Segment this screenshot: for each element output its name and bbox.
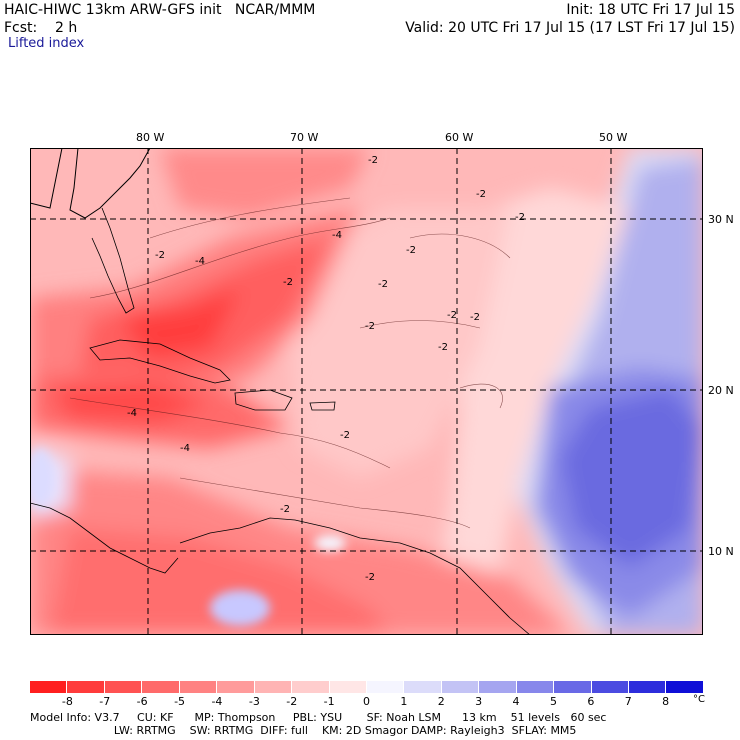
contour-label: -2 (365, 572, 375, 583)
contour-label: -2 (470, 312, 480, 323)
color-legend (30, 681, 703, 693)
contour-label: -2 (476, 189, 486, 200)
contour-label: -2 (368, 155, 378, 166)
init-time: Init: 18 UTC Fri 17 Jul 15 (566, 2, 735, 18)
contour-label: -4 (180, 443, 190, 454)
contour-label: -2 (340, 430, 350, 441)
lat-label-20n: 20 N (708, 384, 734, 397)
legend-swatch (254, 681, 293, 693)
legend-tick-label: 3 (475, 695, 483, 708)
legend-swatch (666, 681, 703, 693)
model-info-line1: Model Info: V3.7 CU: KF MP: Thompson PBL… (30, 711, 607, 724)
legend-swatch (629, 681, 667, 693)
legend-tick-label: -6 (136, 695, 148, 708)
legend-swatch (179, 681, 218, 693)
legend-tick-label: 4 (512, 695, 520, 708)
legend-swatch (516, 681, 555, 693)
legend-swatch (554, 681, 592, 693)
legend-tick-label: 6 (587, 695, 595, 708)
legend-tick-label: 0 (363, 695, 370, 708)
contour-label: -4 (332, 230, 342, 241)
legend-tick-label: 1 (400, 695, 408, 708)
legend-swatch (329, 681, 367, 693)
contour-label: -2 (365, 321, 375, 332)
legend-tick-label: -5 (174, 695, 186, 708)
legend-swatch (142, 681, 180, 693)
legend-swatch (30, 681, 68, 693)
legend-swatch (104, 681, 143, 693)
contour-label: -2 (378, 279, 388, 290)
legend-tick-label: -3 (248, 695, 260, 708)
lon-label-60w: 60 W (445, 131, 474, 144)
plot-title: HAIC-HIWC 13km ARW-GFS init NCAR/MMM (4, 2, 316, 18)
legend-tick-label: -4 (211, 695, 223, 708)
legend-tick-label: -1 (323, 695, 335, 708)
legend-tick-label: 7 (624, 695, 632, 708)
legend-unit: °C (693, 694, 705, 705)
legend-swatch (366, 681, 405, 693)
field-name: Lifted index (8, 36, 85, 51)
valid-time: Valid: 20 UTC Fri 17 Jul 15 (17 LST Fri … (405, 20, 735, 36)
forecast-hour: Fcst: 2 h (4, 20, 78, 36)
legend-swatch (404, 681, 442, 693)
lat-label-30n: 30 N (708, 213, 734, 226)
lon-label-70w: 70 W (290, 131, 319, 144)
legend-tick-label: 5 (549, 695, 557, 708)
lon-label-80w: 80 W (136, 131, 165, 144)
legend-tick-label: 8 (662, 695, 670, 708)
legend-tick-label: -8 (61, 695, 73, 708)
legend-swatch (217, 681, 255, 693)
legend-swatch (67, 681, 105, 693)
lat-label-10n: 10 N (708, 545, 734, 558)
legend-tick-label: -7 (99, 695, 111, 708)
contour-label: -4 (127, 408, 137, 419)
contour-label: -2 (447, 310, 457, 321)
contour-label: -2 (438, 342, 448, 353)
contour-label: -2 (406, 245, 416, 256)
legend-swatch (591, 681, 629, 693)
contour-label: -4 (195, 256, 205, 267)
contour-label: -2 (155, 250, 165, 261)
legend-tick-label: -2 (286, 695, 298, 708)
contour-label: -2 (280, 504, 290, 515)
legend-swatch (479, 681, 517, 693)
legend-swatch (292, 681, 330, 693)
legend-swatch (441, 681, 480, 693)
contour-label: -2 (515, 212, 525, 223)
lifted-index-map: -2 -2 -2 -2 -2 -2 -2 -2 -2 -2 -2 -4 -4 -… (30, 148, 703, 635)
legend-tick-label: 2 (437, 695, 445, 708)
contour-label: -2 (283, 277, 293, 288)
lon-label-50w: 50 W (599, 131, 628, 144)
model-info-line2: LW: RRTMG SW: RRTMG DIFF: full KM: 2D Sm… (30, 724, 577, 737)
